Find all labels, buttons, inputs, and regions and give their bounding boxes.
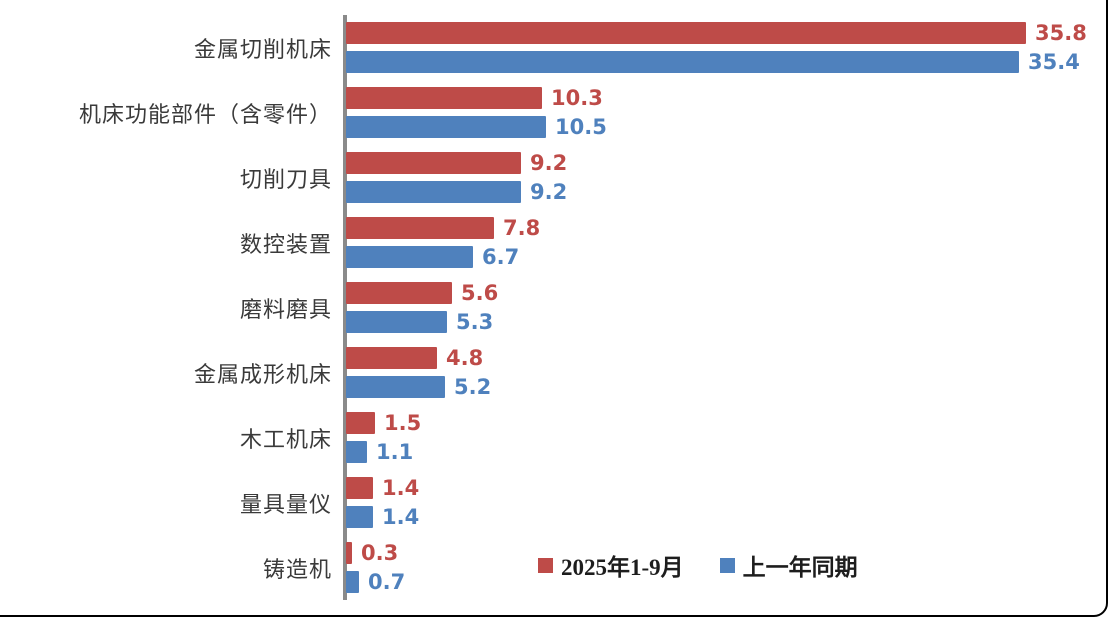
legend-swatch-current-icon <box>538 557 553 573</box>
category-row: 量具量仪 1.4 1.4 <box>0 470 1087 535</box>
value-label-current: 7.8 <box>503 216 541 240</box>
bar-previous-period <box>346 181 521 203</box>
category-label: 数控装置 <box>239 231 332 257</box>
category-bars: 35.8 35.4 <box>346 22 1087 73</box>
category-bars: 10.3 10.5 <box>346 87 607 138</box>
bar-current-period <box>346 477 373 499</box>
category-row: 数控装置 7.8 6.7 <box>0 210 1087 275</box>
value-label-current: 5.6 <box>461 281 499 305</box>
bar-current-period <box>346 347 437 369</box>
value-label-previous: 0.7 <box>368 570 406 594</box>
bar-previous-period <box>346 506 373 528</box>
category-row: 金属成形机床 4.8 5.2 <box>0 340 1087 405</box>
bar-current-period <box>346 542 352 564</box>
bar-current-period <box>346 22 1026 44</box>
bar-previous-period <box>346 571 359 593</box>
bar-current-period <box>346 282 452 304</box>
value-label-current: 1.4 <box>382 476 420 500</box>
category-bars: 5.6 5.3 <box>346 282 498 333</box>
value-label-previous: 1.4 <box>382 505 420 529</box>
value-label-previous: 1.1 <box>376 440 414 464</box>
category-bars: 1.4 1.4 <box>346 477 419 528</box>
category-row: 机床功能部件（含零件） 10.3 10.5 <box>0 80 1087 145</box>
bar-previous-period <box>346 116 546 138</box>
bar-current-period <box>346 87 542 109</box>
category-label: 量具量仪 <box>239 491 332 517</box>
bar-rows: 金属切削机床 35.8 35.4 机床功能部件（含零件） 10.3 10.5 <box>0 15 1087 600</box>
legend-item-previous-period: 上一年同期 <box>719 548 858 582</box>
value-label-previous: 6.7 <box>482 245 520 269</box>
category-bars: 4.8 5.2 <box>346 347 491 398</box>
value-label-current: 0.3 <box>361 541 399 565</box>
bar-previous-period <box>346 311 447 333</box>
category-label: 金属切削机床 <box>193 36 332 62</box>
value-label-previous: 5.2 <box>454 375 492 399</box>
value-label-current: 10.3 <box>551 86 603 110</box>
value-label-current: 4.8 <box>446 346 484 370</box>
category-label: 磨料磨具 <box>239 296 332 322</box>
value-label-current: 35.8 <box>1035 21 1087 45</box>
value-label-previous: 10.5 <box>555 115 607 139</box>
category-label: 金属成形机床 <box>193 361 332 387</box>
category-row: 切削刀具 9.2 9.2 <box>0 145 1087 210</box>
legend: 2025年1-9月 上一年同期 <box>538 548 858 582</box>
value-label-previous: 5.3 <box>456 310 494 334</box>
category-bars: 7.8 6.7 <box>346 217 540 268</box>
bar-previous-period <box>346 51 1019 73</box>
category-row: 木工机床 1.5 1.1 <box>0 405 1087 470</box>
category-label: 切削刀具 <box>239 166 332 192</box>
category-row: 磨料磨具 5.6 5.3 <box>0 275 1087 340</box>
value-label-current: 1.5 <box>384 411 422 435</box>
bar-current-period <box>346 412 375 434</box>
value-label-previous: 35.4 <box>1028 50 1080 74</box>
bar-previous-period <box>346 376 445 398</box>
category-bars: 0.3 0.7 <box>346 542 405 593</box>
category-bars: 9.2 9.2 <box>346 152 567 203</box>
category-bars: 1.5 1.1 <box>346 412 421 463</box>
y-axis-line <box>343 15 347 600</box>
bar-current-period <box>346 152 521 174</box>
category-label: 木工机床 <box>239 426 332 452</box>
legend-item-current-period: 2025年1-9月 <box>538 548 684 582</box>
category-row: 金属切削机床 35.8 35.4 <box>0 15 1087 80</box>
bar-previous-period <box>346 441 367 463</box>
legend-label-previous: 上一年同期 <box>742 555 858 580</box>
value-label-previous: 9.2 <box>530 180 568 204</box>
bar-previous-period <box>346 246 473 268</box>
category-label: 铸造机 <box>262 556 332 582</box>
category-label: 机床功能部件（含零件） <box>78 101 332 127</box>
bar-current-period <box>346 217 494 239</box>
legend-label-current: 2025年1-9月 <box>561 555 684 580</box>
value-label-current: 9.2 <box>530 151 568 175</box>
legend-swatch-previous-icon <box>719 557 735 573</box>
category-row: 铸造机 0.3 0.7 <box>0 535 1087 600</box>
